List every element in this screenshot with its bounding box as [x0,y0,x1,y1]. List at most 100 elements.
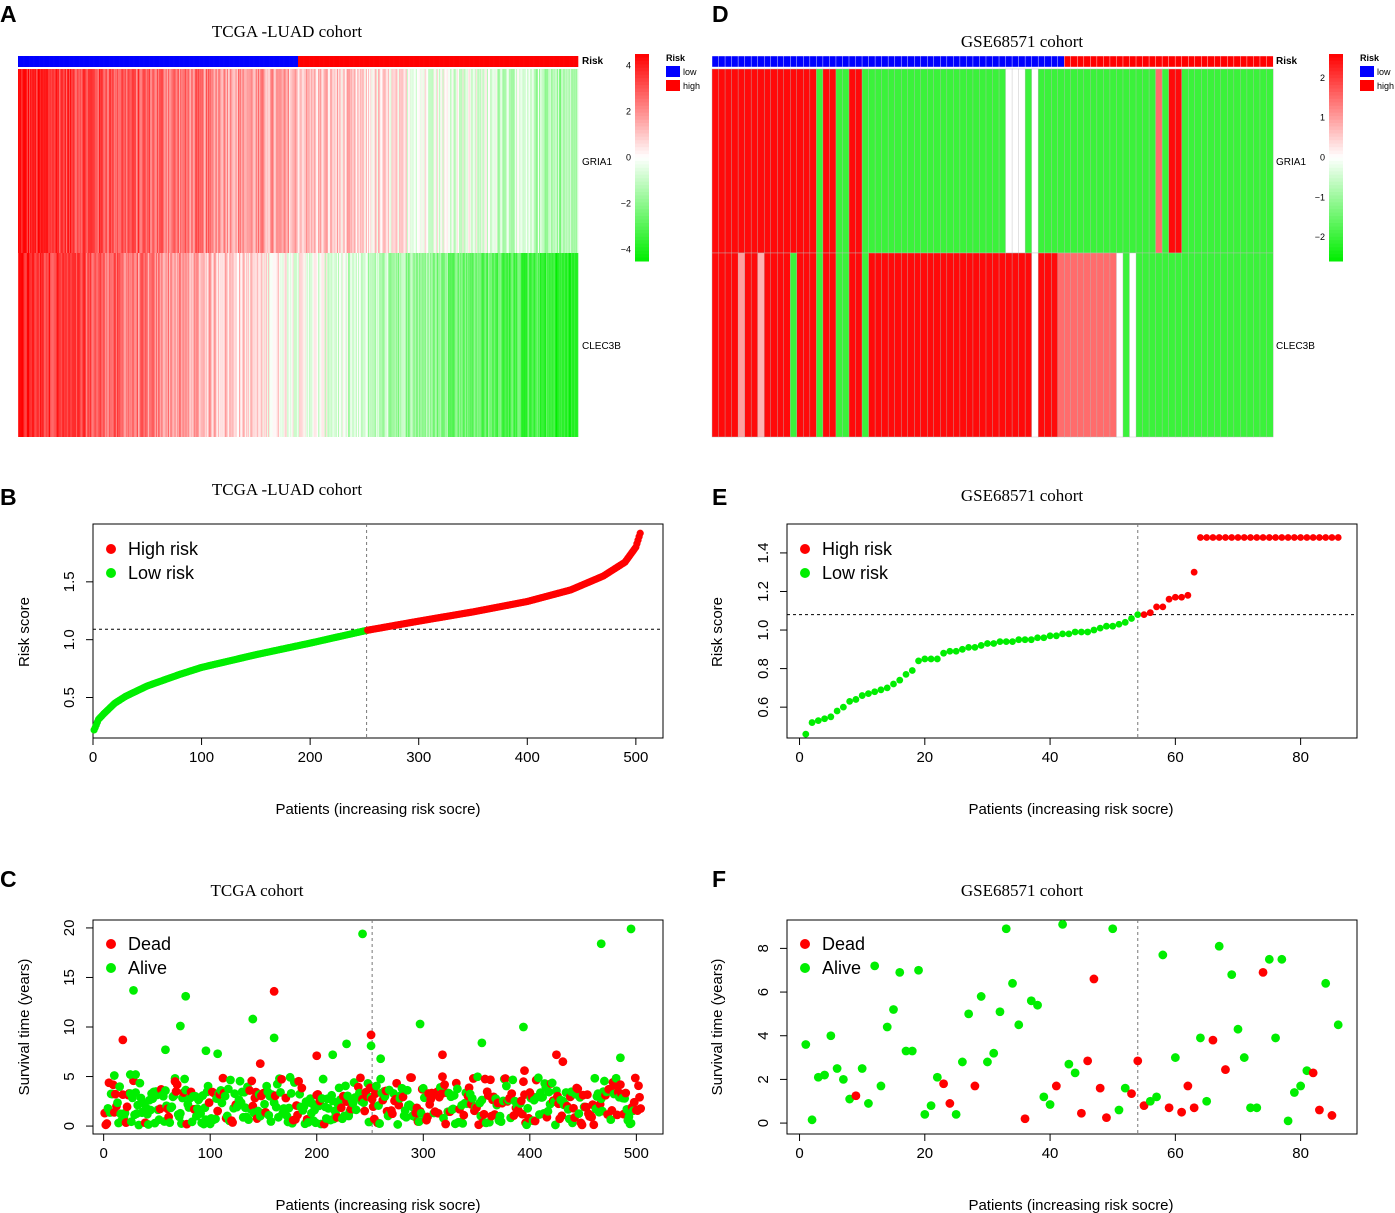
heatmap-cell-gria1 [887,68,896,254]
heatmap-cell-gria1 [542,69,544,253]
heatmap-cell-gria1 [295,69,298,253]
heatmap-cell-gria1 [434,69,437,253]
risk-annotation-cell [204,56,207,67]
heatmap-cell-clec3b [79,253,81,437]
risk-annotation-cell [192,56,194,67]
risk-annotation-cell [116,56,119,67]
colorbar-segment [635,147,649,152]
survival-point [838,1075,848,1084]
heatmap-cell-gria1 [68,69,70,253]
risk-annotation-cell [238,56,240,67]
heatmap-cell-gria1 [108,69,110,253]
heatmap-d-colorbar: 210−1−2 [1315,54,1343,262]
risk-annotation-cell [225,56,228,67]
heatmap-cell-clec3b [224,253,227,437]
heatmap-cell-clec3b [426,253,429,437]
risk-annotation-cell [285,56,288,67]
heatmap-cell-gria1 [398,69,400,253]
survival-point [393,1120,403,1129]
survival-point [1333,1020,1343,1030]
heatmap-cell-clec3b [144,253,147,437]
heatmap-cell-clec3b [116,253,119,437]
colorbar-segment [635,229,649,234]
colorbar-tick-label: 0 [1320,153,1325,163]
heatmap-cell-clec3b [308,253,310,437]
heatmap-cell-gria1 [324,69,327,253]
risk-annotation-cell [1155,55,1163,68]
heatmap-cell-gria1 [515,69,518,253]
risk-annotation-cell [123,56,125,67]
colorbar-segment [635,57,649,62]
survival-point [356,1073,365,1083]
heatmap-cell-gria1 [518,69,520,253]
legend-dot-green [106,963,116,973]
heatmap-cell-clec3b [18,253,20,437]
heatmap-cell-clec3b [495,253,498,437]
heatmap-cell-gria1 [386,69,389,253]
heatmap-cell-gria1 [278,69,280,253]
risk-annotation-cell [418,56,420,67]
risk-annotation-cell [522,56,524,67]
risk-annotation-cell [32,56,34,67]
heatmap-cell-gria1 [1259,68,1267,254]
colorbar-segment [1329,105,1343,110]
heatmap-cell-gria1 [163,69,165,253]
heatmap-cell-gria1 [185,69,188,253]
heatmap-cell-clec3b [209,253,211,437]
plot-e-legend-low: Low risk [822,563,889,583]
colorbar-segment [635,160,649,165]
risk-annotation-cell [181,56,183,67]
heatmap-cell-clec3b [203,253,205,437]
heatmap-cell-gria1 [105,69,108,253]
heatmap-cell-gria1 [173,69,175,253]
heatmap-cell-clec3b [554,253,557,437]
risk-annotation-cell [370,56,372,67]
heatmap-cell-gria1 [129,69,131,253]
heatmap-cell-clec3b [566,253,569,437]
heatmap-cell-clec3b [61,253,63,437]
heatmap-cell-clec3b [170,253,172,437]
heatmap-cell-gria1 [89,69,91,253]
heatmap-cell-gria1 [519,69,521,253]
heatmap-cell-clec3b [212,253,214,437]
heatmap-cell-clec3b [449,253,451,437]
y-tick-label: 4 [755,1032,772,1040]
heatmap-cell-gria1 [60,69,62,253]
heatmap-cell-clec3b [239,253,241,437]
heatmap-cell-clec3b [111,253,113,437]
heatmap-cell-clec3b [303,253,305,437]
risk-annotation-cell [504,56,507,67]
survival-point [889,1005,898,1014]
risk-annotation-cell [48,56,50,67]
risk-annotation-cell [453,56,455,67]
risk-annotation-cell [1083,55,1091,68]
heatmap-cell-gria1 [452,69,454,253]
heatmap-cell-clec3b [329,253,331,437]
heatmap-cell-gria1 [394,69,397,253]
risk-point [1184,591,1192,599]
heatmap-cell-gria1 [95,69,98,253]
survival-point [945,1099,955,1108]
heatmap-cell-gria1 [312,69,314,253]
risk-annotation-cell [1064,55,1072,68]
risk-point [1278,534,1286,541]
colorbar-segment [1329,57,1343,62]
survival-point [635,1092,644,1102]
risk-annotation-cell [458,56,460,67]
risk-annotation-cell [524,56,527,67]
risk-annotation-cell [128,56,130,67]
heatmap-cell-clec3b [434,253,437,437]
risk-annotation-cell [18,56,20,67]
risk-annotation-cell [816,55,824,68]
survival-point [448,1104,458,1114]
heatmap-cell-gria1 [55,69,58,253]
heatmap-cell-gria1 [509,69,511,253]
risk-annotation-cell [558,56,560,67]
risk-annotation-cell [1194,55,1202,68]
survival-point [939,1079,948,1089]
risk-annotation-cell [156,56,159,67]
heatmap-cell-clec3b [223,253,225,437]
heatmap-cell-gria1 [835,68,843,254]
y-tick-label: 0 [755,1119,772,1127]
